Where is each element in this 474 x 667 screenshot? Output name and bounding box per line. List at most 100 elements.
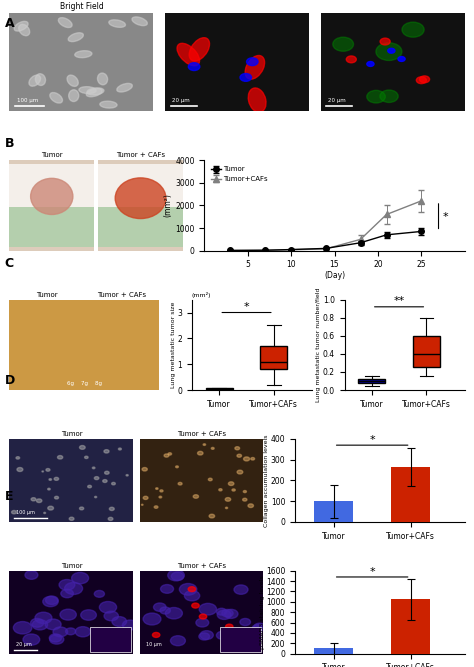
Ellipse shape — [88, 486, 91, 488]
Ellipse shape — [380, 38, 390, 45]
Ellipse shape — [226, 624, 233, 629]
Bar — [392, 467, 430, 522]
Ellipse shape — [237, 470, 243, 474]
Ellipse shape — [153, 632, 160, 638]
Text: Tumor: Tumor — [41, 153, 63, 159]
Ellipse shape — [402, 22, 424, 37]
Ellipse shape — [32, 620, 47, 630]
Text: E: E — [5, 490, 13, 503]
Ellipse shape — [68, 33, 83, 41]
Ellipse shape — [112, 482, 115, 485]
Ellipse shape — [126, 474, 128, 476]
Ellipse shape — [419, 76, 429, 83]
Ellipse shape — [234, 632, 246, 640]
Ellipse shape — [11, 510, 17, 514]
Ellipse shape — [188, 587, 196, 592]
Ellipse shape — [171, 636, 185, 646]
Ellipse shape — [161, 584, 173, 593]
Ellipse shape — [160, 607, 170, 614]
Ellipse shape — [225, 498, 231, 501]
Ellipse shape — [209, 478, 212, 481]
Ellipse shape — [49, 479, 52, 480]
Text: Tumor + CAFs: Tumor + CAFs — [177, 432, 226, 438]
Ellipse shape — [217, 610, 231, 620]
Text: 10 μm: 10 μm — [146, 642, 162, 647]
Ellipse shape — [248, 88, 266, 112]
Ellipse shape — [245, 55, 264, 79]
Ellipse shape — [154, 603, 166, 612]
Ellipse shape — [245, 633, 255, 640]
Ellipse shape — [94, 477, 99, 480]
Y-axis label: Lung metastatic tumor size: Lung metastatic tumor size — [171, 301, 176, 388]
Ellipse shape — [115, 178, 166, 219]
Ellipse shape — [254, 623, 265, 630]
Ellipse shape — [248, 504, 254, 508]
Ellipse shape — [81, 610, 96, 620]
Ellipse shape — [25, 571, 38, 580]
Text: Tumor + CAFs: Tumor + CAFs — [116, 153, 165, 159]
Text: 20 μm: 20 μm — [172, 99, 190, 103]
Ellipse shape — [105, 471, 109, 474]
Ellipse shape — [211, 448, 214, 450]
Ellipse shape — [168, 570, 184, 581]
Ellipse shape — [23, 634, 40, 645]
Ellipse shape — [199, 604, 217, 615]
Ellipse shape — [199, 633, 210, 640]
Ellipse shape — [44, 512, 46, 514]
Text: B: B — [5, 137, 14, 149]
Bar — [9, 207, 94, 247]
Ellipse shape — [79, 87, 96, 93]
Text: *: * — [369, 567, 375, 577]
Ellipse shape — [118, 448, 121, 450]
Ellipse shape — [98, 73, 108, 85]
Ellipse shape — [55, 496, 58, 499]
Ellipse shape — [171, 572, 183, 580]
Text: (mm²): (mm²) — [192, 291, 211, 297]
Ellipse shape — [196, 618, 209, 627]
Ellipse shape — [235, 447, 239, 450]
Ellipse shape — [243, 490, 246, 493]
Ellipse shape — [367, 61, 374, 67]
Ellipse shape — [179, 584, 197, 595]
Ellipse shape — [252, 624, 264, 632]
Ellipse shape — [65, 628, 76, 635]
Ellipse shape — [246, 58, 258, 65]
Ellipse shape — [36, 499, 42, 502]
Ellipse shape — [61, 589, 73, 598]
Ellipse shape — [165, 608, 182, 619]
Ellipse shape — [226, 507, 228, 509]
Ellipse shape — [35, 612, 52, 624]
Text: 20 μm: 20 μm — [16, 642, 31, 647]
Ellipse shape — [240, 73, 252, 81]
Ellipse shape — [60, 609, 76, 620]
Ellipse shape — [240, 618, 250, 626]
Text: D: D — [5, 374, 15, 386]
Ellipse shape — [42, 471, 44, 472]
Ellipse shape — [57, 456, 63, 459]
Ellipse shape — [53, 627, 68, 637]
Text: *: * — [369, 435, 375, 445]
Text: Tumor + CAFs: Tumor + CAFs — [98, 291, 146, 297]
Ellipse shape — [189, 37, 210, 61]
Ellipse shape — [198, 452, 203, 455]
Ellipse shape — [155, 488, 158, 490]
Ellipse shape — [224, 610, 238, 618]
Ellipse shape — [49, 634, 62, 642]
Ellipse shape — [398, 57, 405, 61]
Y-axis label: Lung metastatic tumor number/field: Lung metastatic tumor number/field — [316, 287, 321, 402]
Ellipse shape — [112, 616, 127, 626]
Text: 100 μm: 100 μm — [16, 510, 35, 515]
X-axis label: (Day): (Day) — [324, 271, 345, 279]
Ellipse shape — [199, 614, 207, 619]
Ellipse shape — [216, 632, 228, 640]
Text: *: * — [244, 302, 249, 312]
Ellipse shape — [54, 478, 59, 480]
Ellipse shape — [36, 74, 46, 85]
Ellipse shape — [59, 580, 75, 590]
Ellipse shape — [142, 504, 143, 506]
Ellipse shape — [178, 482, 182, 485]
Ellipse shape — [50, 93, 63, 103]
Y-axis label: pSMAD3 staining levels: pSMAD3 staining levels — [260, 576, 264, 649]
Text: Tumor: Tumor — [61, 563, 82, 569]
Ellipse shape — [188, 63, 200, 71]
